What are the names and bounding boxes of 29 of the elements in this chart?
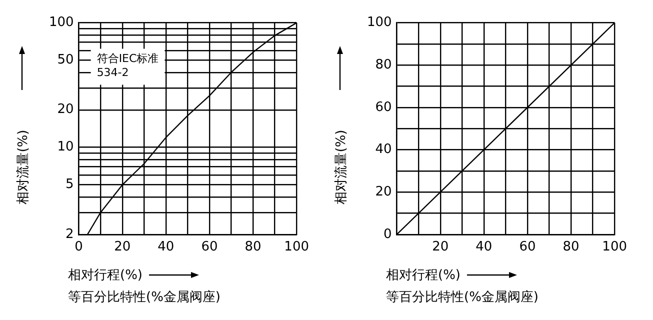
y-axis-title: 相对流量(%) [333, 128, 350, 206]
x-axis-title: 相对行程(%) [68, 267, 142, 284]
x-tick-label: 100 [602, 240, 628, 255]
y-tick-label: 20 [375, 184, 392, 200]
y-tick-label: 2 [66, 226, 74, 242]
y-tick-label: 40 [375, 142, 392, 158]
text: 等百分比特性(%金属阀座) [68, 289, 220, 306]
x-tick-label: 80 [244, 240, 262, 255]
x-axis-title: 相对行程(%) [386, 267, 460, 284]
x-tick-label: 60 [201, 240, 218, 255]
x-tick-label: 40 [476, 240, 492, 255]
y-tick-label: 60 [375, 100, 392, 115]
y-tick-label: 50 [57, 52, 74, 68]
y-tick-label: 5 [66, 177, 74, 192]
x-tick-label: 100 [284, 240, 310, 255]
y-tick-label: 20 [57, 102, 74, 118]
x-tick-label: 20 [432, 240, 449, 255]
x-tick-label: 40 [158, 240, 174, 255]
y-tick-label: 100 [48, 15, 74, 30]
x-tick-label: 80 [562, 240, 580, 255]
y-tick-label: 0 [384, 226, 392, 242]
text: 等百分比特性(%金属阀座) [386, 289, 538, 306]
x-tick-label: 60 [519, 240, 536, 255]
annotation: 符合IEC标准 534-2 [96, 52, 159, 80]
y-tick-label: 80 [375, 57, 392, 72]
x-tick-label: 20 [114, 240, 131, 255]
y-tick-label: 100 [366, 15, 392, 30]
y-axis-title: 相对流量(%) [15, 128, 32, 206]
y-tick-label: 10 [57, 140, 74, 155]
